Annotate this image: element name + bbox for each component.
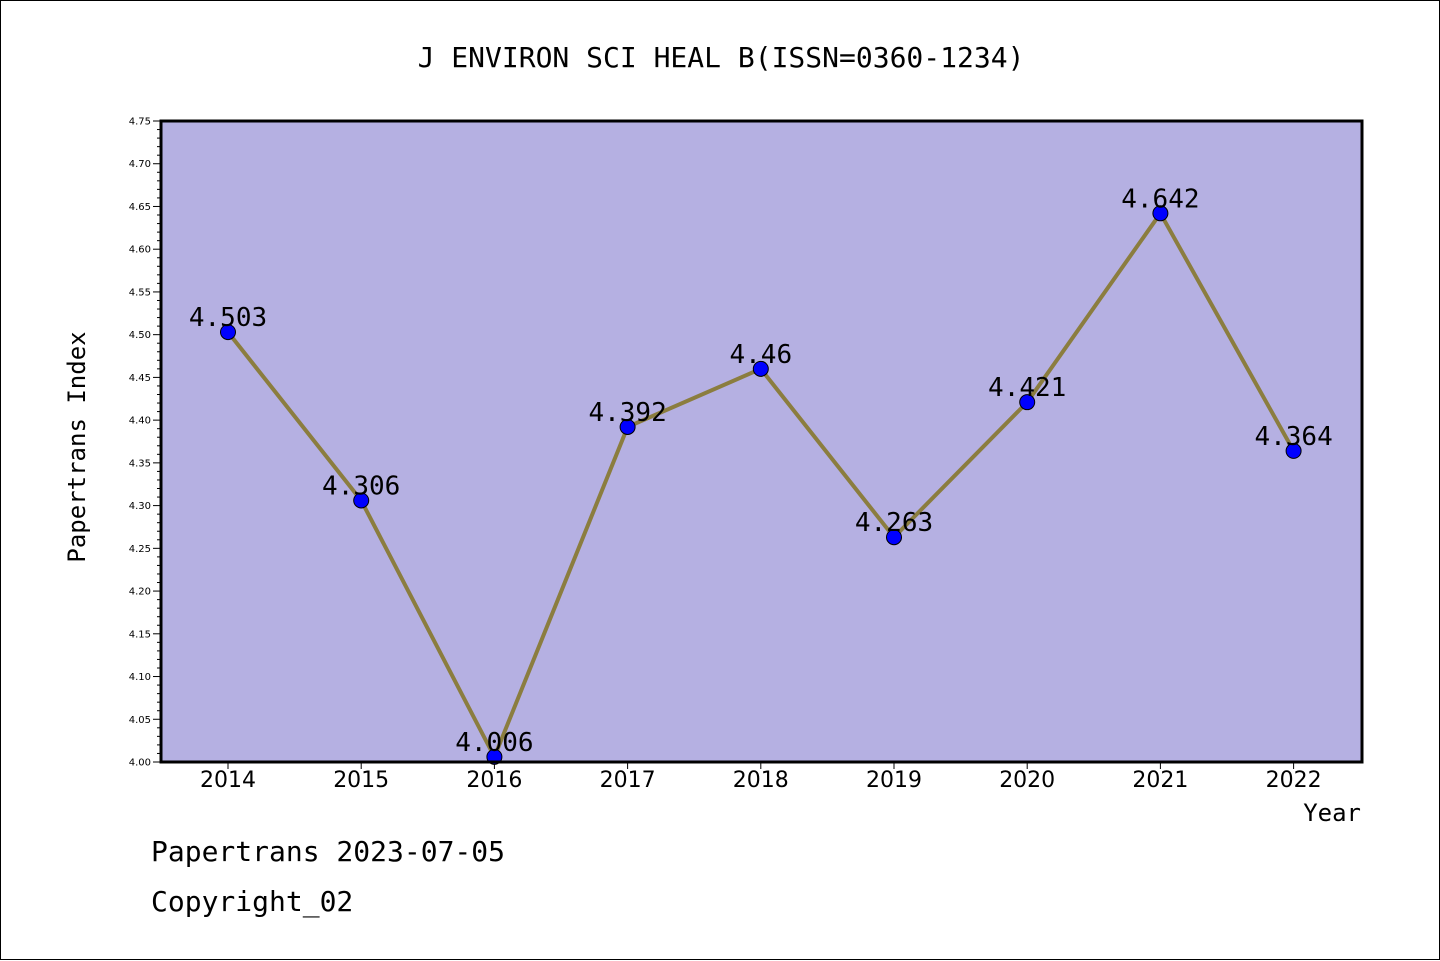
y-tick-label: 4.15: [129, 629, 151, 640]
data-point-label: 4.642: [1121, 184, 1199, 214]
data-point-marker: [886, 529, 902, 546]
y-tick-label: 4.20: [129, 587, 151, 598]
data-point-marker: [1285, 442, 1302, 459]
data-point-label: 4.392: [588, 398, 666, 428]
y-axis-label: Papertrans Index: [63, 331, 91, 562]
x-tick-label: 2015: [333, 768, 389, 793]
x-tick-label: 2022: [1266, 768, 1322, 793]
data-point-marker: [752, 360, 769, 377]
y-tick-label: 4.05: [129, 715, 151, 726]
data-labels: 4.503 4.306 4.006 4.392 4.46 4.263 4.421 4.642 4…: [189, 184, 1333, 758]
chart-title: J ENVIRON SCI HEAL B(ISSN=0360-1234): [418, 41, 1025, 74]
x-tick-label: 2018: [733, 768, 789, 793]
y-tick-label: 4.00: [129, 758, 151, 769]
y-tick-label: 4.25: [129, 544, 151, 555]
y-axis: 4.00 4.05 4.10 4.15 4.20 4.25 4.30 4.35 4.40 4.45…: [129, 117, 161, 769]
y-tick-label: 4.50: [129, 330, 151, 341]
data-point-marker: [1019, 394, 1036, 411]
y-tick-label: 4.30: [129, 501, 151, 512]
data-point-label: 4.46: [729, 340, 792, 370]
x-tick-label: 2019: [866, 768, 922, 793]
plot-border: [159, 119, 1364, 764]
y-tick-label: 4.40: [129, 416, 151, 427]
data-point-label: 4.306: [322, 471, 400, 501]
x-axis: 2014 2015 2016 2017 2018 2019 2020 2021 2022: [200, 762, 1322, 793]
y-tick-label: 4.70: [129, 159, 151, 170]
data-point-label: 4.006: [455, 728, 533, 758]
data-point-marker: [353, 492, 370, 509]
y-tick-label: 4.75: [129, 117, 151, 128]
y-tick-label: 4.65: [129, 202, 151, 213]
plot-area: [161, 121, 1362, 762]
y-tick-label: 4.10: [129, 672, 151, 683]
data-point-label: 4.364: [1254, 422, 1332, 452]
y-tick-label: 4.35: [129, 458, 151, 469]
x-tick-label: 2020: [999, 768, 1055, 793]
x-tick-label: 2017: [600, 768, 656, 793]
x-tick-label: 2021: [1132, 768, 1188, 793]
x-tick-label: 2014: [200, 768, 256, 793]
data-point-marker: [619, 418, 636, 435]
data-point-marker: [220, 324, 236, 341]
x-axis-label: Year: [1303, 799, 1361, 827]
data-point-label: 4.421: [988, 373, 1066, 403]
data-point-label: 4.263: [855, 508, 933, 538]
data-point-marker: [1152, 205, 1169, 222]
data-point-label: 4.503: [189, 303, 267, 333]
y-tick-label: 4.45: [129, 373, 151, 384]
x-tick-label: 2016: [466, 768, 522, 793]
y-tick-label: 4.60: [129, 245, 151, 256]
footer-date-text: Papertrans 2023-07-05: [151, 835, 506, 868]
footer-copyright-text: Copyright_02: [151, 885, 354, 918]
y-tick-label: 4.55: [129, 287, 151, 298]
